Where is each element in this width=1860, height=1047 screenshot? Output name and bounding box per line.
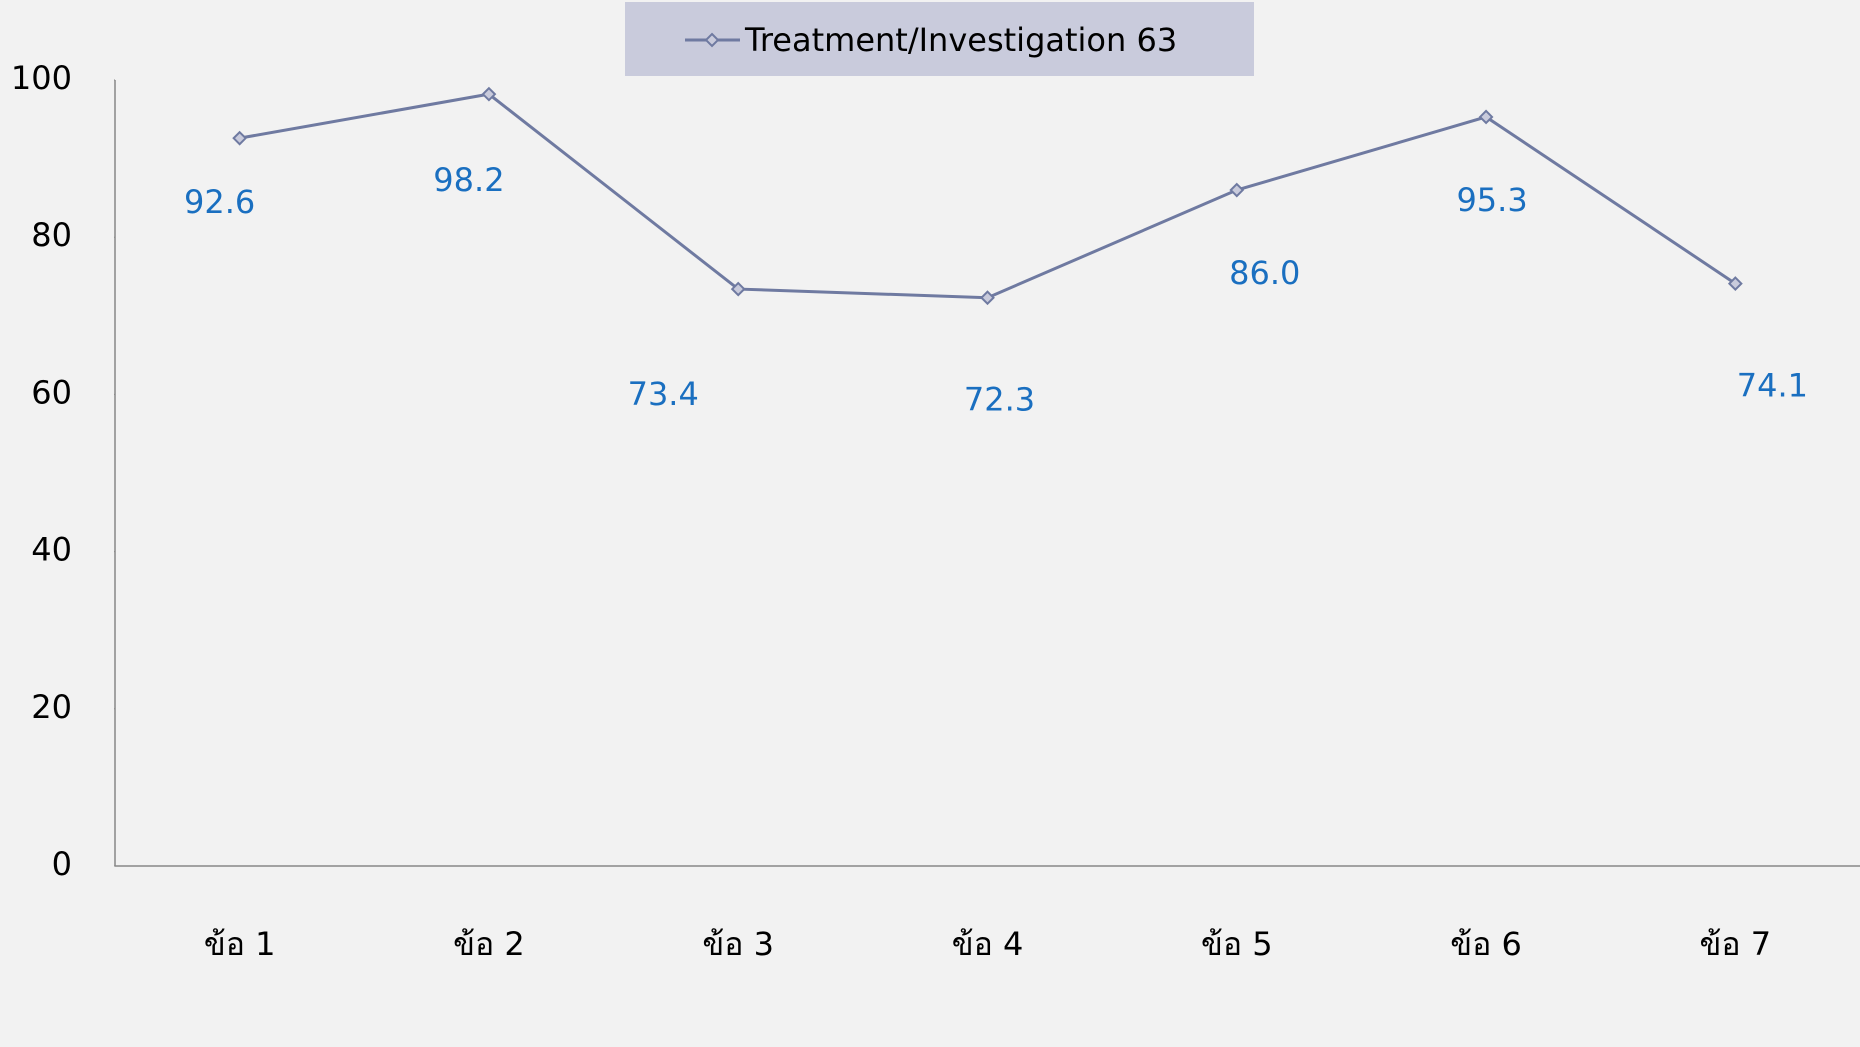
y-tick-label: 40 [31,531,72,569]
data-label: 72.3 [964,381,1035,419]
data-label: 92.6 [184,183,255,221]
x-tick-label: ข้อ 1 [204,925,276,963]
x-tick-label: ข้อ 3 [702,925,774,963]
point-marker [1229,182,1245,198]
point-marker [730,281,746,297]
y-tick-label: 100 [11,59,72,97]
data-label: 98.2 [433,161,504,199]
x-tick-label: ข้อ 2 [453,925,525,963]
point-marker [481,86,497,102]
x-tick-label: ข้อ 6 [1450,925,1522,963]
data-label: 86.0 [1229,254,1300,292]
legend-marker [704,32,720,48]
point-marker [1478,109,1494,125]
legend-label: Treatment/Investigation 63 [744,21,1177,59]
x-tick-label: ข้อ 7 [1700,925,1772,963]
data-label: 95.3 [1456,181,1527,219]
y-tick-label: 0 [52,845,72,883]
y-tick-label: 20 [31,688,72,726]
data-label: 73.4 [628,375,699,413]
data-label: 74.1 [1737,367,1808,405]
point-marker [980,290,995,306]
x-tick-label: ข้อ 5 [1201,925,1273,963]
y-tick-label: 80 [31,216,72,254]
point-marker [1727,276,1743,291]
y-tick-label: 60 [31,373,72,411]
x-tick-label: ข้อ 4 [952,925,1024,963]
point-marker [232,130,248,146]
